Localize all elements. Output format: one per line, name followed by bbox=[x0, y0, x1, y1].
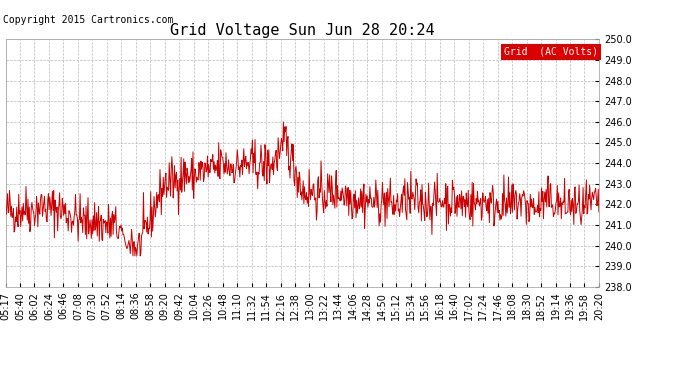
Title: Grid Voltage Sun Jun 28 20:24: Grid Voltage Sun Jun 28 20:24 bbox=[170, 23, 435, 38]
Text: Grid  (AC Volts): Grid (AC Volts) bbox=[504, 47, 598, 57]
Text: Copyright 2015 Cartronics.com: Copyright 2015 Cartronics.com bbox=[3, 15, 174, 25]
